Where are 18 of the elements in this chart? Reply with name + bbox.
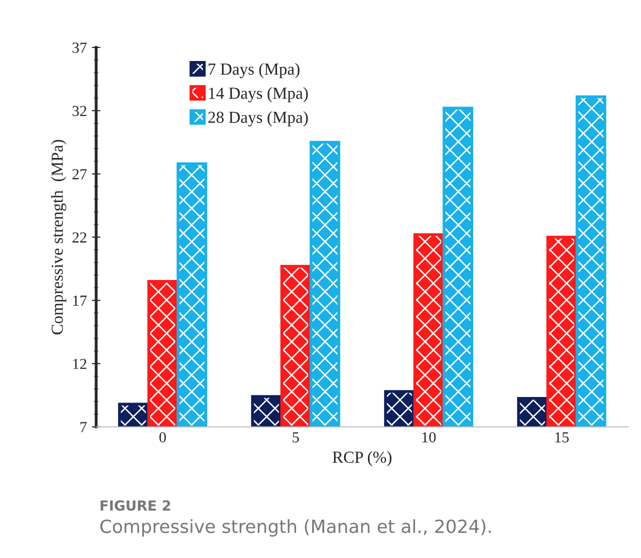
y-tick-label: 17	[73, 296, 87, 306]
x-tick-label: 10	[422, 432, 436, 442]
y-tick-label: 7	[80, 422, 87, 432]
x-tick-label: 15	[555, 432, 569, 442]
y-tick-label: 22	[72, 232, 86, 242]
y-tick-label: 12	[73, 358, 86, 369]
legend-label: 28 Days (Mpa)	[208, 111, 308, 126]
caption: FIGURE 2	[100, 500, 170, 511]
legend-label: 7 Days (Mpa)	[208, 63, 300, 78]
y-tick-label: 32	[72, 106, 86, 116]
legend-label: 14 Days (Mpa)	[209, 87, 308, 102]
x-tick-label: 5	[292, 432, 299, 442]
text: Compressive strength (Manan et al., 2024).	[100, 519, 491, 537]
y-tick-label: 37	[72, 42, 87, 53]
x-tick-label: 0	[159, 432, 166, 442]
x-axis-title: RCP (%)	[332, 451, 392, 466]
y-axis-title: Compressive strength (MPa)	[51, 140, 66, 334]
y-tick-label: 27	[72, 169, 87, 180]
